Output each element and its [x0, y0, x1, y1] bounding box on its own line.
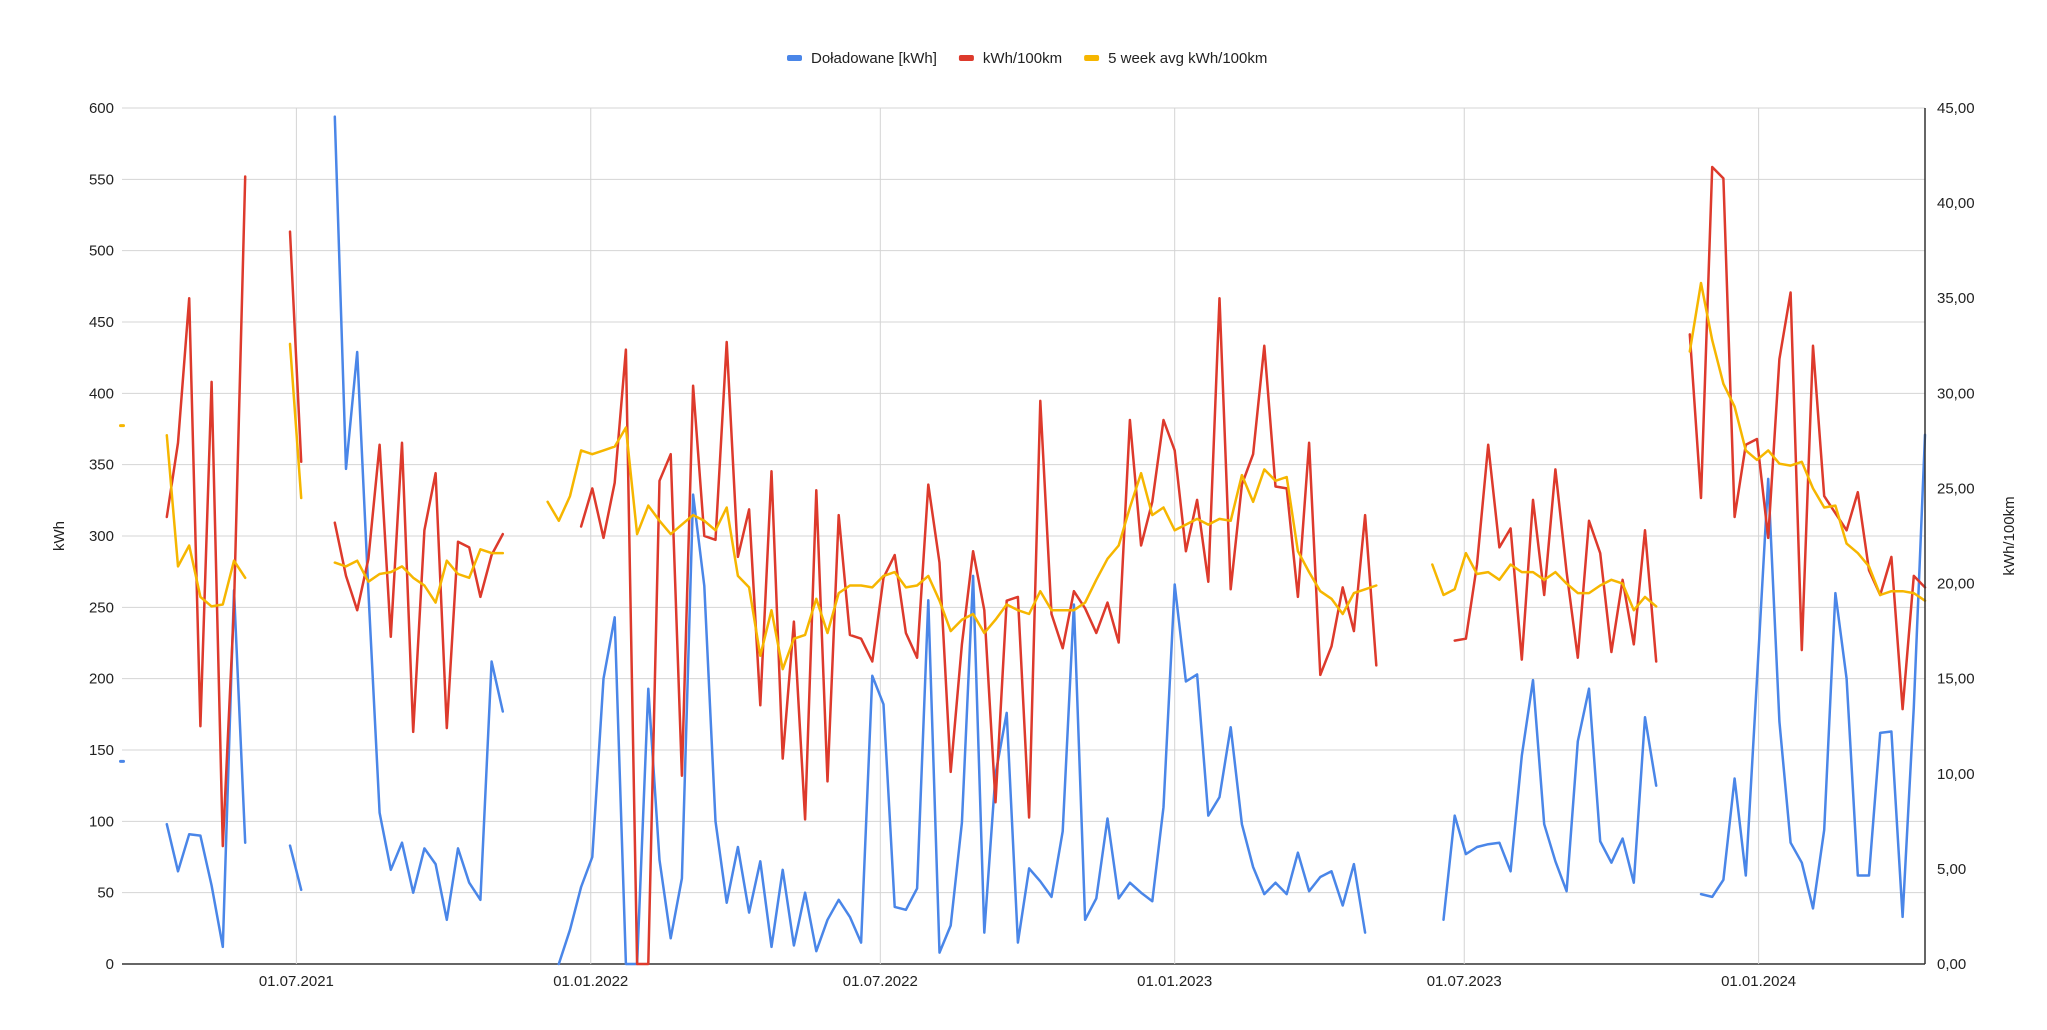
y-left-tick-label: 0 [106, 956, 114, 973]
series-line [288, 230, 303, 464]
y-left-tick-label: 500 [89, 243, 114, 260]
series-1 [119, 115, 1927, 966]
y-right-tick-label: 5,00 [1937, 861, 1966, 878]
series-line [1431, 551, 1658, 612]
axes: 0 50 100 150 200 250 300 350 400 450 500 550 600 0,00… [51, 100, 2018, 990]
y-left-axis-title: kWh [51, 521, 68, 551]
series-line [1699, 433, 1927, 919]
x-tick-label: 01.01.2024 [1721, 973, 1796, 990]
y-left-tick-label: 100 [89, 813, 114, 830]
y-right-tick-label: 25,00 [1937, 480, 1975, 497]
x-tick-label: 01.01.2023 [1137, 973, 1212, 990]
series-line [1453, 443, 1658, 663]
y-left-tick-label: 200 [89, 671, 114, 688]
series-line [165, 433, 247, 608]
y-right-tick-label: 35,00 [1937, 290, 1975, 307]
y-right-tick-label: 45,00 [1937, 100, 1975, 117]
y-right-axis-title: kWh/100km [2001, 496, 2018, 575]
y-left-tick-label: 300 [89, 528, 114, 545]
y-left-tick-label: 350 [89, 457, 114, 474]
y-right-tick-label: 20,00 [1937, 576, 1975, 593]
y-right-tick-label: 15,00 [1937, 671, 1975, 688]
y-left-tick-label: 150 [89, 742, 114, 759]
legend-label: kWh/100km [983, 50, 1062, 67]
legend: Doładowane [kWh] kWh/100km 5 week avg kWh/… [787, 50, 1267, 67]
x-tick-label: 01.07.2022 [843, 973, 918, 990]
gridlines [122, 107, 1925, 965]
legend-label: Doładowane [kWh] [811, 50, 937, 67]
y-left-tick-label: 50 [97, 885, 114, 902]
series-line [333, 441, 505, 734]
series-lines [119, 115, 1927, 966]
y-left-tick-label: 450 [89, 314, 114, 331]
legend-swatch [958, 55, 974, 61]
series-line [1442, 678, 1658, 922]
x-tick-label: 01.07.2021 [259, 973, 334, 990]
series-line [165, 175, 247, 848]
legend-swatch [1084, 55, 1100, 61]
x-tick-label: 01.07.2023 [1427, 973, 1502, 990]
legend-item: 5 week avg kWh/100km [1084, 50, 1267, 67]
y-right-tick-label: 30,00 [1937, 385, 1975, 402]
series-line [546, 426, 1378, 671]
y-left-tick-label: 400 [89, 385, 114, 402]
legend-item: kWh/100km [958, 50, 1062, 67]
series-line [557, 493, 1367, 966]
series-line [333, 548, 505, 604]
series-3 [119, 281, 1927, 671]
legend-swatch [787, 55, 802, 61]
legend-item: Doładowane [kWh] [787, 50, 937, 67]
series-line [1688, 165, 1927, 711]
y-left-tick-label: 600 [89, 100, 114, 117]
legend-label: 5 week avg kWh/100km [1108, 50, 1267, 67]
series-line [1688, 281, 1927, 602]
y-left-tick-label: 250 [89, 599, 114, 616]
series-line [333, 115, 505, 922]
y-right-tick-label: 0,00 [1937, 956, 1966, 973]
y-right-tick-label: 40,00 [1937, 195, 1975, 212]
y-right-tick-label: 10,00 [1937, 766, 1975, 783]
series-line [288, 844, 303, 892]
x-tick-label: 01.01.2022 [553, 973, 628, 990]
y-left-tick-label: 550 [89, 171, 114, 188]
series-line [288, 342, 303, 500]
